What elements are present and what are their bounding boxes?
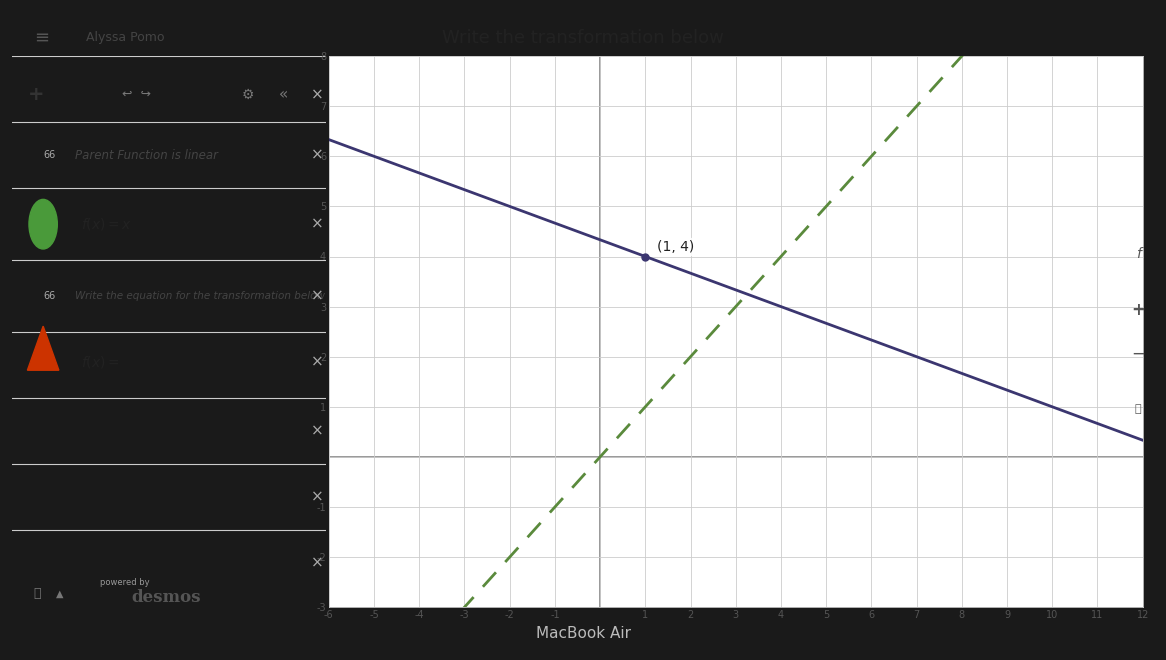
Text: +: +	[28, 85, 44, 104]
Text: desmos: desmos	[132, 589, 201, 606]
Text: MacBook Air: MacBook Air	[535, 626, 631, 641]
Text: «: «	[280, 87, 288, 102]
Text: ×: ×	[310, 216, 323, 232]
Text: 🖼: 🖼	[34, 587, 41, 600]
Text: f: f	[1136, 248, 1140, 261]
Text: +: +	[1131, 300, 1145, 319]
Text: ≡: ≡	[35, 29, 50, 47]
Text: !: !	[41, 360, 45, 370]
Text: ↩  ↪: ↩ ↪	[121, 88, 150, 101]
Text: Parent Function is linear: Parent Function is linear	[75, 148, 218, 162]
Text: $f(x) = x$: $f(x) = x$	[80, 216, 132, 232]
Text: (1, 4): (1, 4)	[656, 240, 694, 254]
Text: Write the equation for the transformation below: Write the equation for the transformatio…	[75, 291, 324, 301]
Text: ×: ×	[310, 87, 323, 102]
Text: −: −	[1131, 345, 1145, 363]
Polygon shape	[28, 326, 58, 370]
Text: ×: ×	[310, 354, 323, 370]
Text: ×: ×	[310, 148, 323, 163]
Text: ×: ×	[310, 490, 323, 504]
Text: ⚙: ⚙	[241, 88, 254, 102]
Text: ×: ×	[310, 556, 323, 571]
Text: $f(x) =$: $f(x) =$	[80, 354, 120, 370]
Text: ×: ×	[310, 288, 323, 304]
Text: ~: ~	[40, 219, 47, 229]
Text: 66: 66	[43, 150, 56, 160]
Text: 66: 66	[43, 291, 56, 301]
Circle shape	[29, 199, 57, 249]
Text: powered by: powered by	[100, 578, 149, 587]
Text: ×: ×	[310, 423, 323, 438]
Text: ▲: ▲	[56, 589, 63, 599]
Text: Alyssa Pomo: Alyssa Pomo	[86, 32, 164, 44]
Text: 🔒: 🔒	[1135, 404, 1142, 414]
Text: Write the transformation below: Write the transformation below	[442, 29, 724, 47]
